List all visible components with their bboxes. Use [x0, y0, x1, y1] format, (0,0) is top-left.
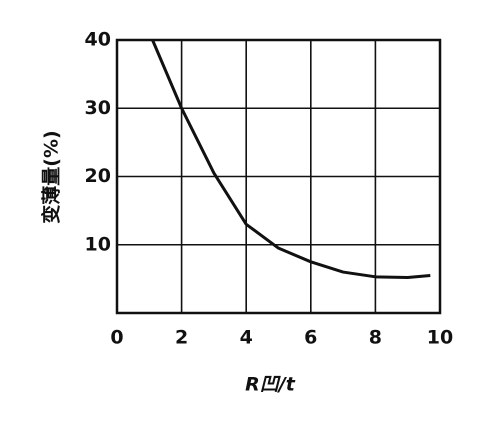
y-tick-label: 10 [85, 233, 111, 255]
x-axis-label: R凹/t [245, 374, 296, 396]
x-tick-label: 4 [240, 327, 253, 349]
x-tick-label: 2 [175, 327, 188, 349]
x-tick-label: 0 [110, 327, 123, 349]
x-tick-label: 6 [304, 327, 317, 349]
y-tick-label: 20 [85, 165, 111, 187]
line [151, 39, 431, 280]
y-tick-label: 40 [85, 29, 111, 51]
y-tick-label: 30 [85, 97, 111, 119]
y-axis-label: 变薄量(%) [40, 130, 63, 223]
x-tick-label: 8 [369, 327, 382, 349]
x-tick-label: 10 [427, 327, 453, 349]
